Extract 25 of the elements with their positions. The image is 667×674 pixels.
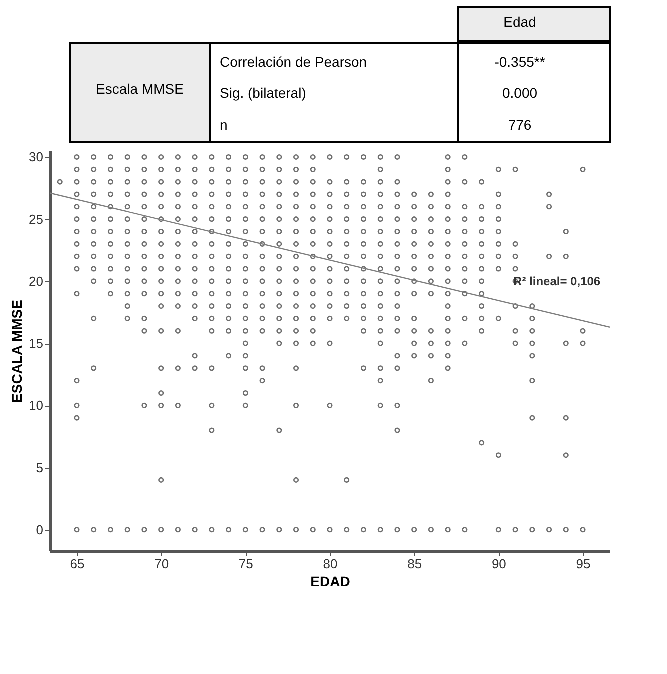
text: 776: [508, 117, 532, 133]
x-tick-label: 70: [154, 556, 170, 572]
x-tick-label: 80: [323, 556, 338, 572]
y-tick-label: 10: [29, 398, 44, 414]
y-tick-label: 30: [29, 150, 44, 165]
y-axis-title: ESCALA MMSE: [9, 300, 26, 403]
text: Sig. (bilateral): [220, 85, 306, 101]
x-tick-label: 85: [408, 556, 422, 572]
x-tick-label: 65: [70, 556, 85, 572]
y-tick-label: 15: [29, 336, 44, 352]
text: -0.355**: [494, 54, 546, 70]
text: Correlación de Pearson: [220, 54, 368, 70]
y-tick-label: 5: [36, 460, 44, 476]
y-tick-label: 20: [29, 274, 44, 289]
y-tick-label: 0: [36, 522, 44, 538]
text: Edad: [504, 14, 536, 30]
text: Escala MMSE: [96, 81, 184, 97]
y-tick-label: 25: [29, 212, 44, 227]
text: n: [220, 117, 228, 133]
x-tick-label: 90: [492, 556, 506, 572]
text: 0.000: [502, 85, 538, 101]
x-tick-label: 95: [576, 556, 591, 572]
x-tick-label: 75: [238, 556, 254, 572]
x-axis-title: EDAD: [310, 574, 350, 590]
annotation: R² lineal= 0,106: [514, 274, 601, 288]
